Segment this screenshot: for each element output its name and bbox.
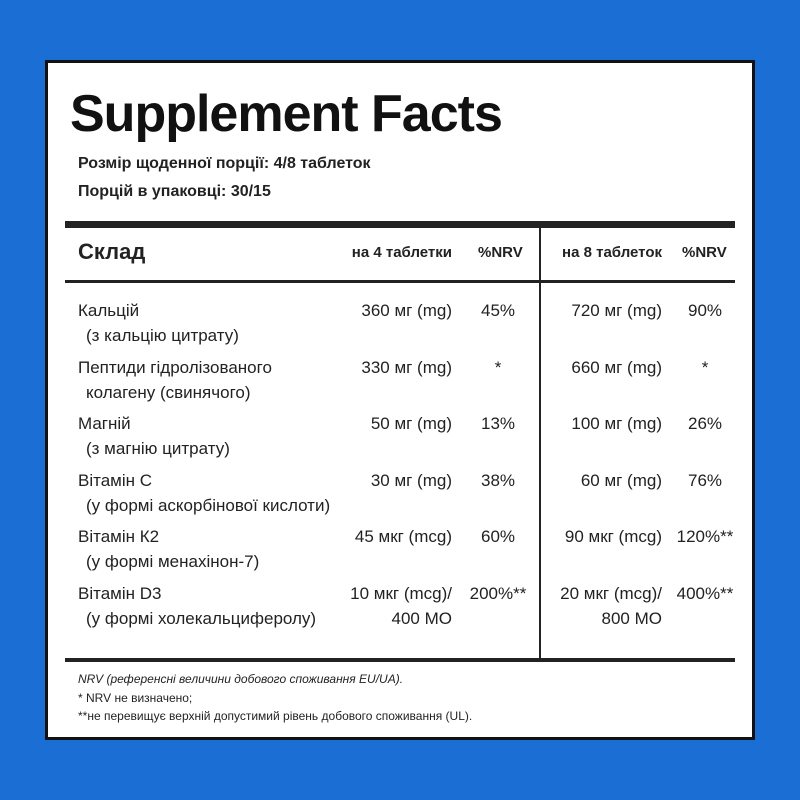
dose-4: 360 мг (mg) (361, 301, 452, 320)
nrv-8: 26% (687, 414, 723, 433)
servings: Порцій в упаковці: 30/15 (78, 183, 271, 200)
rule (65, 280, 735, 283)
rule (65, 658, 735, 662)
dose-4: 400 МО (391, 608, 452, 628)
nrv-8: 76% (687, 470, 723, 490)
dose-8: 20 мкг (mcg)/ (560, 583, 662, 603)
dose-8: 60 мг (mg) (580, 470, 662, 490)
thick-rule (65, 221, 735, 228)
nrv-4: 38% (480, 470, 516, 490)
column-header: на 8 таблеток (562, 244, 662, 261)
dose-8: 800 МО (601, 608, 662, 628)
ingredient-name: (у формі менахінон-7) (86, 552, 260, 571)
footnote: NRV (референсні величини добового спожив… (78, 672, 404, 686)
dose-8: 720 мг (mg) (571, 301, 662, 320)
dose-4: 30 мг (mg) (370, 470, 452, 490)
ingredient-name: (з кальцію цитрату) (86, 326, 239, 345)
ingredient-name: колагену (свинячого) (86, 382, 251, 402)
nrv-8: * (701, 357, 709, 377)
serving-size: Розмір щоденної порції: 4/8 таблеток (78, 155, 371, 172)
dose-4: 50 мг (mg) (370, 414, 452, 433)
ingredient-name: Вітамін D3 (78, 583, 162, 603)
dose-8: 90 мкг (mcg) (564, 527, 662, 546)
ingredient-name: Вітамін К2 (78, 527, 160, 546)
nrv-4: 45% (480, 301, 516, 320)
nrv-4: 60% (480, 527, 516, 546)
ingredient-name: (з магнію цитрату) (86, 439, 230, 458)
dose-8: 100 мг (mg) (571, 414, 662, 433)
dose-4: 10 мкг (mcg)/ (350, 583, 452, 603)
ingredient-name: Вітамін С (78, 470, 153, 490)
column-header: Склад (78, 239, 146, 264)
ingredient-name: Кальцій (78, 301, 140, 320)
column-header: на 4 таблетки (351, 244, 452, 261)
nrv-8: 90% (687, 301, 723, 320)
dose-8: 660 мг (mg) (571, 357, 662, 377)
column-header: %NRV (478, 244, 523, 261)
nrv-4: 200%** (469, 583, 527, 603)
footnote: * NRV не визначено; (78, 690, 193, 705)
nrv-4: * (494, 357, 502, 377)
ingredient-name: (у формі аскорбінової кислоти) (86, 495, 331, 515)
ingredient-name: Магній (78, 414, 131, 433)
nrv-8: 120%** (676, 527, 734, 546)
column-header: %NRV (682, 244, 727, 261)
ingredient-name: Пептиди гідролізованого (78, 357, 272, 377)
column-divider (539, 228, 541, 660)
footnote: **не перевищує верхній допустимий рівень… (78, 709, 473, 723)
dose-4: 330 мг (mg) (361, 357, 452, 377)
nrv-8: 400%** (676, 583, 734, 603)
dose-4: 45 мкг (mcg) (354, 527, 452, 546)
ingredient-name: (у формі холекальциферолу) (86, 608, 317, 628)
nrv-4: 13% (480, 414, 516, 433)
title: Supplement Facts (70, 85, 503, 143)
label-panel (45, 60, 755, 740)
